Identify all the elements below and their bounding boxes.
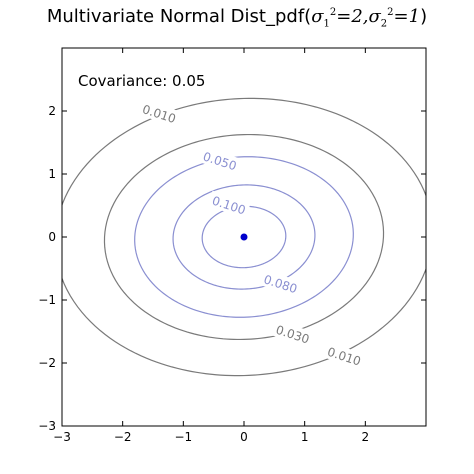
contour-label-bg — [207, 190, 251, 219]
contour-label: 0.080 — [262, 272, 299, 296]
y-tick-label: −2 — [38, 356, 56, 370]
contour-label-bg — [137, 99, 181, 127]
contour-line-0.100 — [201, 205, 287, 269]
y-tick-label: 1 — [48, 167, 56, 181]
contour-label-bg — [259, 269, 303, 298]
title-suffix: ) — [420, 6, 428, 27]
contour-label-bg — [322, 341, 366, 370]
contour-label-bg — [198, 146, 242, 175]
y-tick-label: −3 — [38, 419, 56, 433]
x-tick-label: −2 — [114, 430, 132, 444]
x-tick-label: 2 — [362, 430, 370, 444]
chart-title: Multivariate Normal Dist_pdf(σ12=2,σ22=1… — [0, 6, 474, 30]
y-tick-label: −1 — [38, 293, 56, 307]
x-tick-label: −3 — [53, 430, 71, 444]
mean-point — [240, 233, 248, 241]
title-prefix: Multivariate Normal Dist_pdf( — [46, 6, 312, 27]
title-math: σ12=2,σ22=1 — [311, 6, 421, 30]
contour-label: 0.010 — [141, 102, 178, 126]
x-tick-label: 0 — [240, 430, 248, 444]
axis-ticks: −3 −2 −1 0 1 2 −3 −2 −1 0 1 2 — [38, 48, 426, 444]
contour-label: 0.010 — [326, 345, 363, 369]
covariance-annotation: Covariance: 0.05 — [78, 72, 205, 90]
contour-label-bg — [271, 319, 315, 348]
contour-labels: 0.010 0.050 0.100 0.080 0.030 0.010 — [137, 99, 366, 370]
x-tick-label: 1 — [301, 430, 309, 444]
contour-label: 0.100 — [210, 194, 247, 218]
y-tick-label: 0 — [48, 230, 56, 244]
contour-label: 0.050 — [201, 149, 238, 173]
title-sigma1: 2 — [351, 6, 363, 27]
contour-line-0.010 — [62, 97, 426, 377]
contour-line-0.050 — [134, 156, 354, 318]
x-tick-label: −1 — [174, 430, 192, 444]
title-sigma2: 1 — [408, 6, 421, 27]
contour-label: 0.030 — [274, 323, 311, 347]
y-tick-label: 2 — [48, 104, 56, 118]
